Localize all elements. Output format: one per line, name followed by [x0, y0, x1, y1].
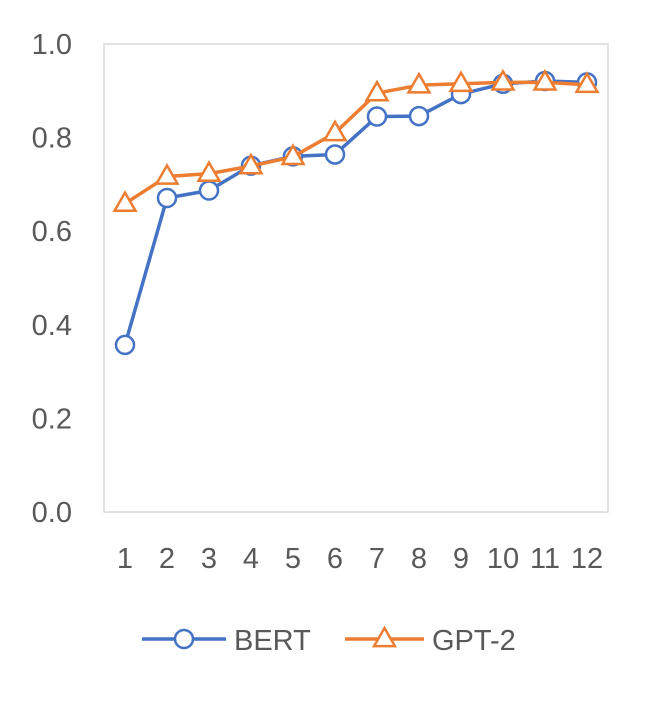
y-tick-label: 0.4: [32, 310, 72, 342]
y-tick-label: 1.0: [32, 29, 72, 61]
legend-item-bert: BERT: [142, 625, 311, 657]
x-tick-label: 3: [201, 543, 217, 575]
data-point-gpt-2: [196, 160, 222, 183]
data-point-gpt-2: [406, 71, 432, 94]
data-point-gpt-2: [154, 162, 180, 185]
data-point-bert: [156, 187, 178, 209]
data-point-gpt-2: [532, 68, 558, 91]
legend-marker-gpt-2: [371, 625, 398, 648]
legend-label: BERT: [234, 625, 311, 657]
legend-label: GPT-2: [432, 625, 516, 657]
x-tick-label: 5: [285, 543, 301, 575]
y-tick-label: 0.6: [32, 216, 72, 248]
x-tick-label: 1: [117, 543, 133, 575]
x-tick-label: 8: [411, 543, 427, 575]
x-tick-label: 6: [327, 543, 343, 575]
x-tick-label: 4: [243, 543, 259, 575]
data-point-gpt-2: [574, 71, 600, 94]
data-point-gpt-2: [112, 190, 138, 212]
x-tick-label: 11: [530, 543, 560, 575]
y-axis: 0.0 0.2 0.4 0.6 0.8 1.0: [32, 29, 72, 529]
x-tick-label: 9: [453, 543, 469, 575]
data-point-gpt-2: [238, 152, 264, 175]
x-tick-label: 10: [487, 543, 519, 575]
legend-item-gpt-2: GPT-2: [345, 625, 516, 657]
data-point-gpt-2: [490, 68, 516, 91]
x-tick-label: 2: [159, 543, 175, 575]
data-point-bert: [114, 334, 136, 356]
data-point-bert: [408, 105, 430, 127]
data-point-gpt-2: [364, 79, 390, 102]
data-point-gpt-2: [280, 143, 306, 166]
plot-area: [103, 43, 609, 513]
data-point-gpt-2: [448, 70, 474, 93]
x-tick-label: 12: [571, 543, 603, 575]
legend: BERT GPT-2: [142, 625, 516, 657]
y-tick-label: 0.8: [32, 123, 72, 155]
x-tick-label: 7: [369, 543, 385, 575]
y-tick-label: 0.0: [32, 497, 72, 529]
legend-marker-bert: [173, 628, 195, 650]
data-point-bert: [366, 106, 388, 127]
y-tick-label: 0.2: [32, 403, 72, 435]
data-point-bert: [198, 180, 220, 201]
data-point-gpt-2: [322, 119, 348, 142]
series-gpt-2: [112, 68, 600, 212]
data-point-bert: [324, 144, 346, 165]
series-layer: [112, 68, 600, 356]
x-axis: 1 2 3 4 5 6 7 8 9 10 11 12: [117, 543, 603, 575]
